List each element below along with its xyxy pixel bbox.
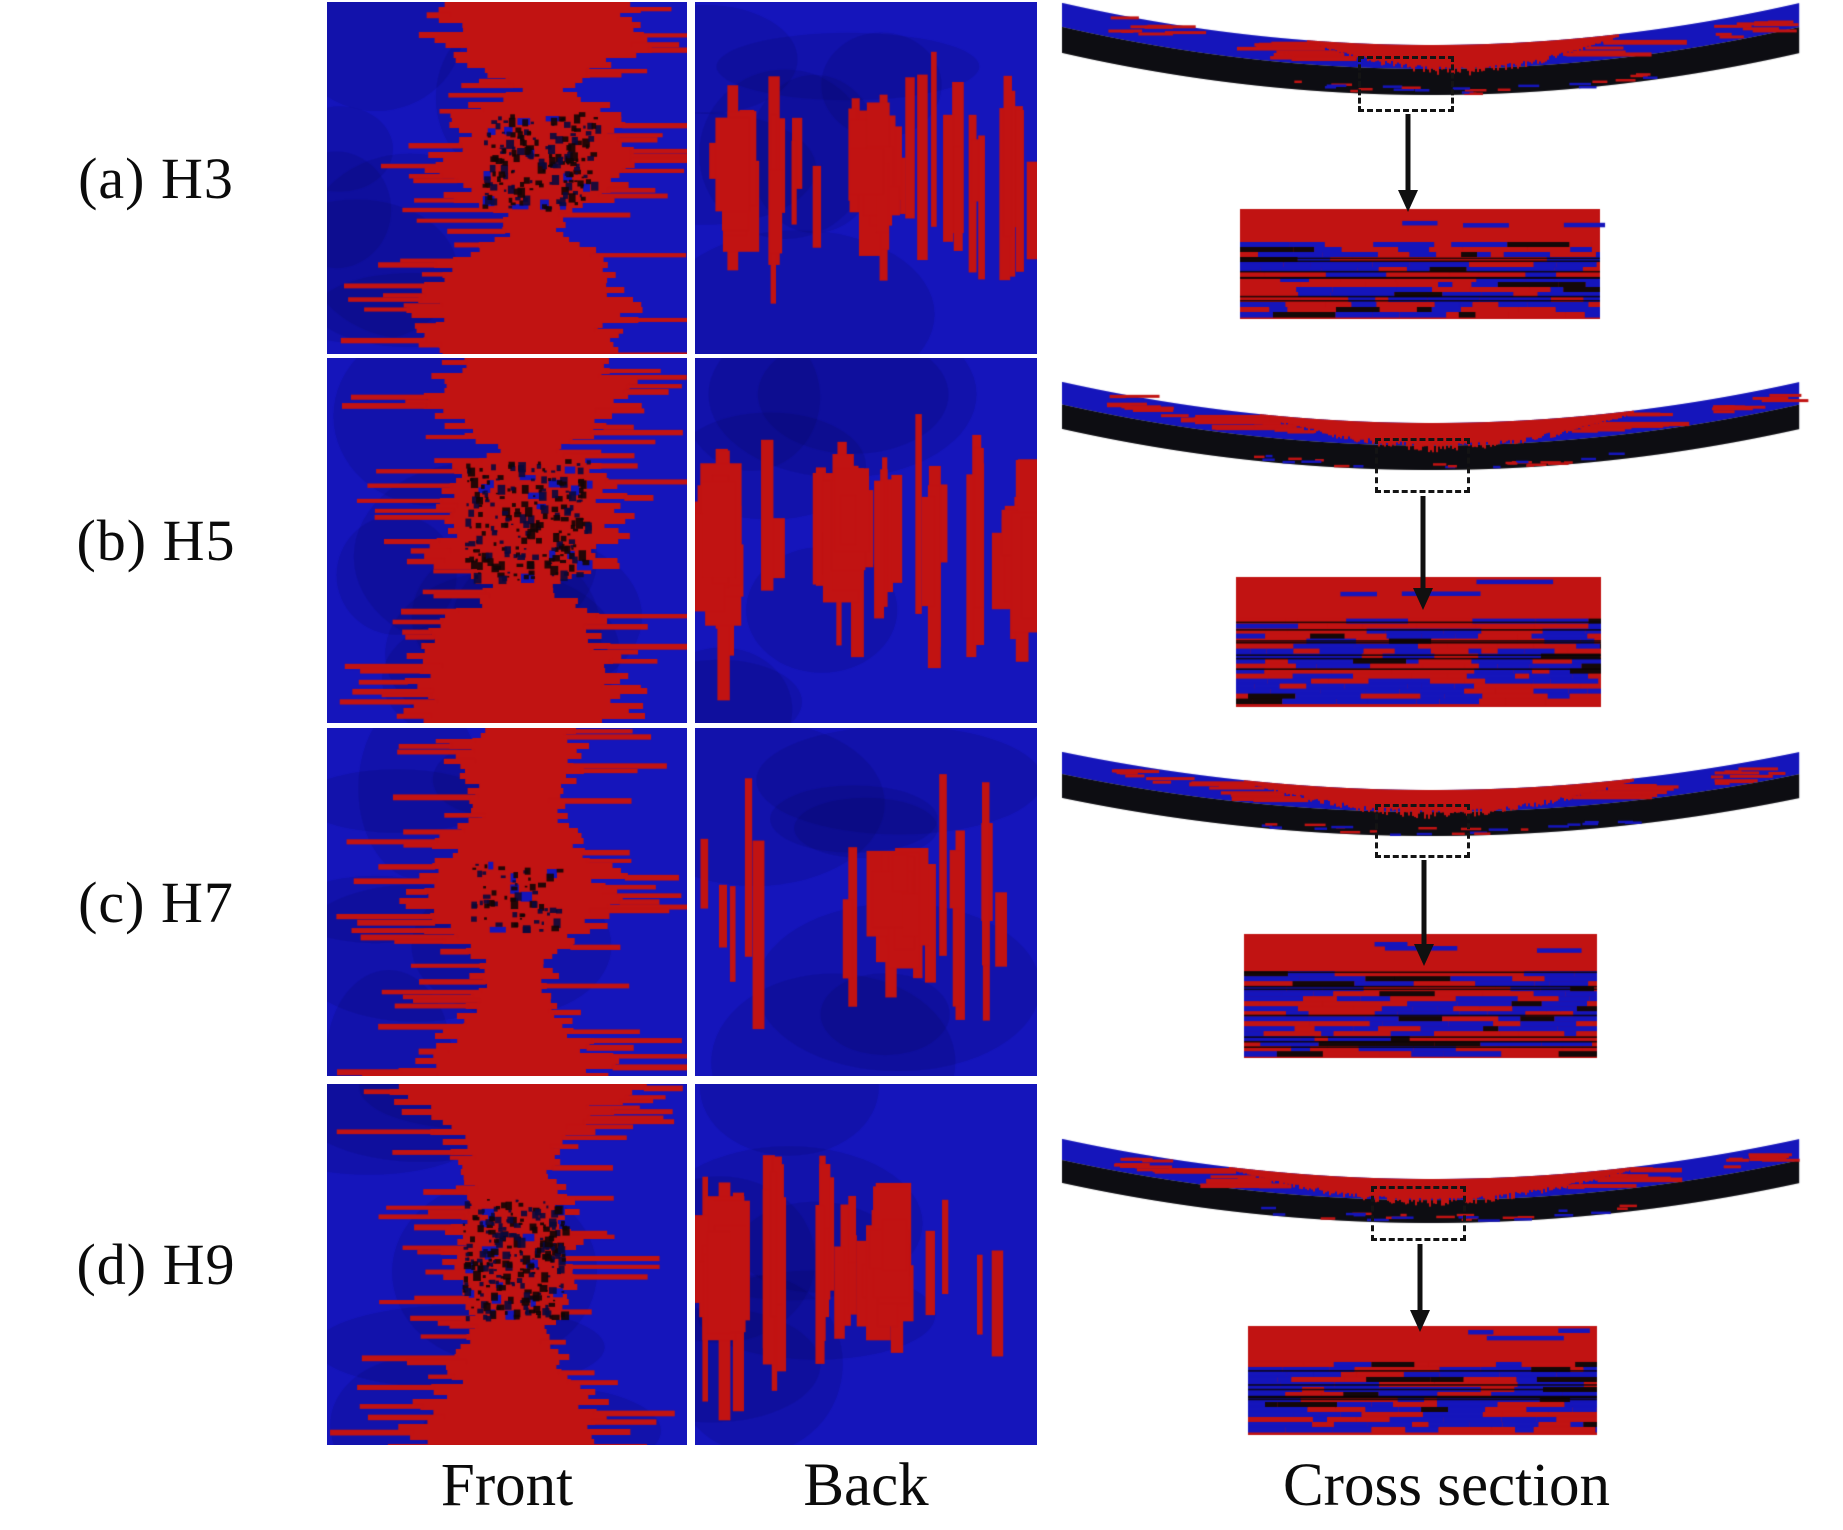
- back-damage-image: [695, 2, 1037, 354]
- arrow-down-icon: [1413, 496, 1433, 610]
- magnified-region-outline: [1375, 804, 1470, 858]
- back-damage-image: [695, 1084, 1037, 1445]
- cross-section-panel: [1058, 1084, 1835, 1445]
- row-label: (c) H7: [78, 869, 234, 935]
- front-damage-image: [327, 728, 687, 1076]
- arrow-down-icon: [1410, 1244, 1430, 1332]
- arrow-down-icon: [1398, 114, 1418, 212]
- figure-row-h3: (a) H3: [0, 2, 1843, 354]
- magnified-region-outline: [1358, 56, 1454, 112]
- cross-section-panel: [1058, 2, 1835, 354]
- row-label: (d) H9: [76, 1232, 236, 1297]
- front-damage-image: [327, 358, 687, 723]
- magnified-region-outline: [1375, 438, 1470, 493]
- row-label: (a) H3: [78, 145, 234, 211]
- figure-row-h9: (d) H9: [0, 1084, 1843, 1445]
- front-damage-image: [327, 1084, 687, 1445]
- cross-section-image: [1058, 2, 1835, 354]
- figure-row-h5: (b) H5: [0, 358, 1843, 723]
- caption-front: Front: [440, 1452, 574, 1519]
- cross-section-panel: [1058, 358, 1835, 723]
- row-label: (b) H5: [76, 508, 236, 573]
- cross-section-image: [1058, 1084, 1835, 1445]
- figure-row-h7: (c) H7: [0, 728, 1843, 1076]
- cross-section-image: [1058, 358, 1835, 723]
- cross-section-panel: [1058, 728, 1835, 1076]
- cross-section-image: [1058, 728, 1835, 1076]
- front-damage-image: [327, 2, 687, 354]
- caption-back: Back: [803, 1452, 929, 1519]
- magnified-region-outline: [1371, 1186, 1466, 1241]
- arrow-down-icon: [1414, 860, 1434, 966]
- back-damage-image: [695, 358, 1037, 723]
- caption-cross-section: Cross section: [1282, 1452, 1610, 1519]
- back-damage-image: [695, 728, 1037, 1076]
- column-captions: Front Back Cross section: [0, 1448, 1843, 1524]
